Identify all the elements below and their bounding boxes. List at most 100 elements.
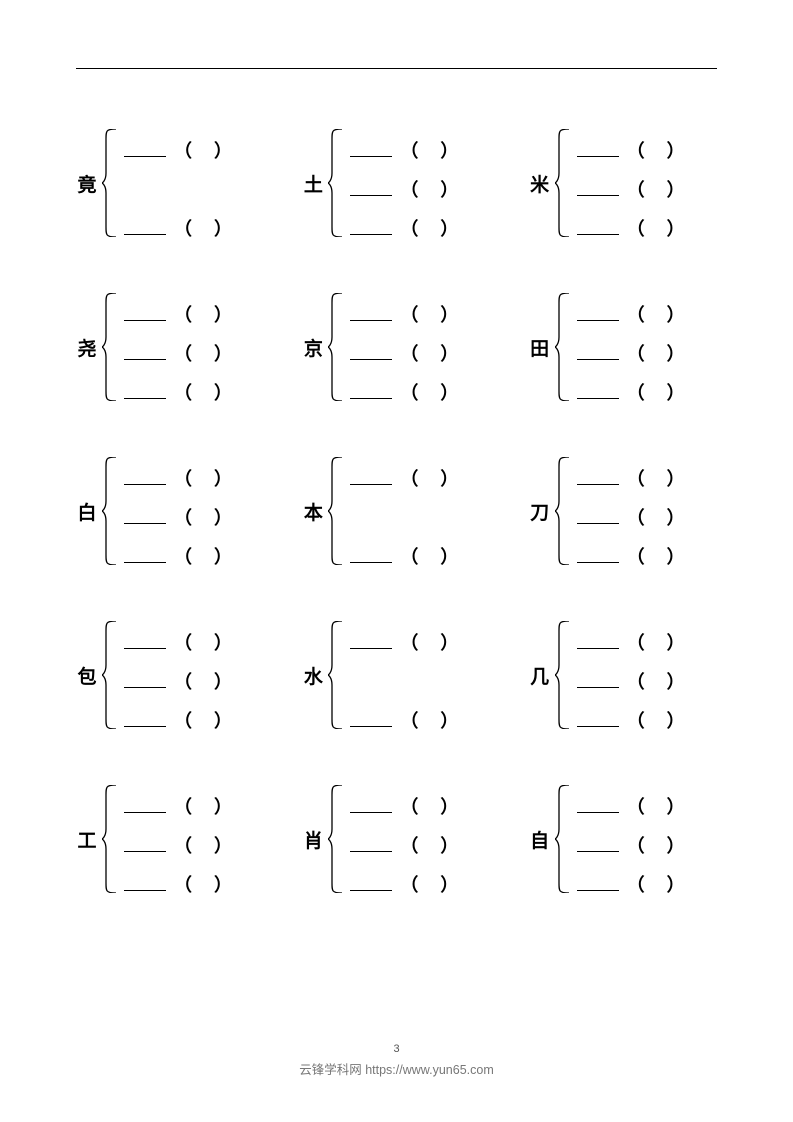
paren-blank: （） <box>400 306 480 324</box>
paren-blank: （） <box>174 509 254 527</box>
answer-line: （） <box>342 787 490 813</box>
answer-line: （） <box>569 131 717 157</box>
brace-icon <box>555 293 569 401</box>
brace-icon <box>328 457 342 565</box>
brace-group: （）（）（） <box>555 621 717 729</box>
answer-line: （） <box>116 623 264 649</box>
answer-line: （） <box>342 373 490 399</box>
brace-icon <box>102 129 116 237</box>
paren-blank: （） <box>174 876 254 894</box>
answer-line: （） <box>569 787 717 813</box>
answer-line: （） <box>116 787 264 813</box>
answer-line: （） <box>569 170 717 196</box>
paren-blank: （） <box>174 837 254 855</box>
answer-lines: （）（）（） <box>342 293 490 401</box>
fill-blank <box>577 510 619 524</box>
exercise-cell: 刀 （）（）（） <box>529 457 717 565</box>
brace-group: （） （） （） <box>102 785 264 893</box>
answer-line: （） <box>569 537 717 563</box>
brace-icon <box>102 457 116 565</box>
fill-blank <box>577 307 619 321</box>
paren-blank: （） <box>627 876 707 894</box>
fill-blank <box>124 838 166 852</box>
answer-lines: （）（）（） <box>342 457 490 565</box>
paren-blank: （） <box>400 181 480 199</box>
brace-icon <box>328 293 342 401</box>
paren-blank: （） <box>174 798 254 816</box>
fill-blank <box>350 182 392 196</box>
root-character: 自 <box>529 826 551 853</box>
answer-line: （） <box>116 295 264 321</box>
answer-line: （） <box>116 170 264 196</box>
paren-blank: （） <box>174 673 254 691</box>
root-character: 白 <box>76 498 98 525</box>
paren-blank: （） <box>627 306 707 324</box>
exercise-cell: 京 （）（）（） <box>302 293 490 401</box>
answer-line: （） <box>569 826 717 852</box>
answer-line: （） <box>342 826 490 852</box>
fill-blank <box>577 549 619 563</box>
fill-blank <box>350 221 392 235</box>
paren-blank: （） <box>627 142 707 160</box>
exercise-row: 包 （）（）（）水 （）（）（）几 （）（）（） <box>76 621 717 729</box>
brace-group: （）（）（） <box>328 129 490 237</box>
answer-line: （） <box>342 662 490 688</box>
brace-icon <box>555 621 569 729</box>
brace-icon <box>328 621 342 729</box>
fill-blank <box>124 471 166 485</box>
fill-blank <box>577 674 619 688</box>
fill-blank <box>124 635 166 649</box>
exercise-cell: 本 （）（）（） <box>302 457 490 565</box>
brace-icon <box>102 293 116 401</box>
answer-line: （） <box>116 209 264 235</box>
brace-icon <box>555 457 569 565</box>
root-character: 水 <box>302 662 324 689</box>
brace-group: （）（）（） <box>328 457 490 565</box>
answer-line: （） <box>342 701 490 727</box>
answer-line: （） <box>116 373 264 399</box>
fill-blank <box>350 385 392 399</box>
fill-blank <box>124 674 166 688</box>
paren-blank: （） <box>400 142 480 160</box>
paren-blank: （） <box>627 673 707 691</box>
answer-line: （） <box>569 701 717 727</box>
exercise-row: 工 （）（）（）肖 （）（）（）自 （）（）（） <box>76 785 717 893</box>
brace-icon <box>328 129 342 237</box>
answer-line: （） <box>569 865 717 891</box>
root-character: 肖 <box>302 826 324 853</box>
fill-blank <box>350 143 392 157</box>
brace-group: （）（）（） <box>328 785 490 893</box>
answer-line: （） <box>569 209 717 235</box>
answer-lines: （）（）（） <box>342 621 490 729</box>
exercise-row: 尧 （）（）（）京 （）（）（）田 （）（）（） <box>76 293 717 401</box>
root-character: 尧 <box>76 334 98 361</box>
fill-blank <box>350 549 392 563</box>
answer-line: （） <box>342 459 490 485</box>
fill-blank <box>350 799 392 813</box>
paren-blank: （） <box>400 798 480 816</box>
paren-blank: （） <box>174 306 254 324</box>
fill-blank <box>577 799 619 813</box>
answer-lines: （）（）（） <box>342 785 490 893</box>
answer-line: （） <box>569 459 717 485</box>
exercise-cell: 肖 （）（）（） <box>302 785 490 893</box>
exercise-cell: 水 （）（）（） <box>302 621 490 729</box>
root-character: 几 <box>529 662 551 689</box>
fill-blank <box>124 385 166 399</box>
brace-group: （） （） （） <box>555 785 717 893</box>
fill-blank <box>350 307 392 321</box>
fill-blank <box>350 838 392 852</box>
fill-blank <box>350 635 392 649</box>
paren-blank: （） <box>627 712 707 730</box>
paren-blank: （） <box>400 548 480 566</box>
paren-blank: （） <box>627 220 707 238</box>
answer-line: （） <box>116 498 264 524</box>
exercise-row: 白 （）（）（）本 （）（）（）刀 （）（）（） <box>76 457 717 565</box>
answer-lines: （） （） （） <box>116 785 264 893</box>
paren-blank: （） <box>627 181 707 199</box>
fill-blank <box>577 221 619 235</box>
fill-blank <box>577 713 619 727</box>
brace-group: （） （） （） <box>555 129 717 237</box>
brace-group: （）（）（） <box>102 129 264 237</box>
fill-blank <box>577 471 619 485</box>
